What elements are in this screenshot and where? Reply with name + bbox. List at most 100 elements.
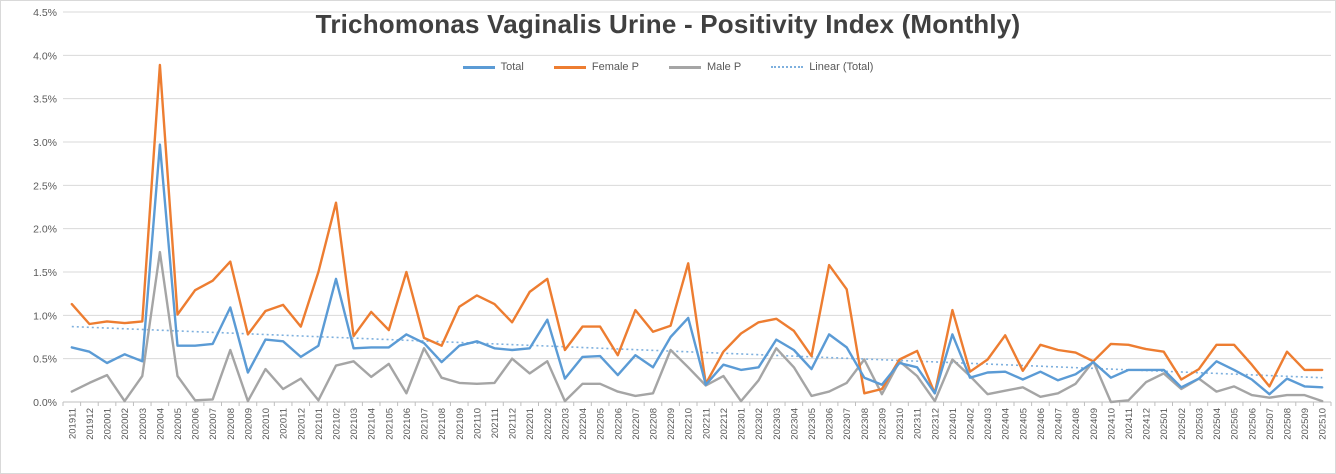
x-tick-label: 202211: [701, 408, 712, 439]
chart-legend: Total Female P Male P Linear (Total): [1, 61, 1335, 73]
chart-title: Trichomonas Vaginalis Urine - Positivity…: [315, 9, 1021, 39]
x-axis-labels: 201911 201912 202001 202002 202003 202004 2020…: [67, 408, 1328, 440]
series-line-female-p[interactable]: [70, 63, 1324, 395]
x-tick-label: 202201: [525, 408, 536, 440]
x-tick-label: 202209: [666, 408, 677, 440]
x-tick-label: 202405: [1018, 408, 1029, 440]
x-tick-label: 202102: [331, 408, 342, 440]
legend-label-male-p: Male P: [706, 61, 742, 73]
x-tick-label: 202207: [631, 408, 642, 440]
x-tick-label: 202005: [173, 408, 184, 440]
x-tick-label: 202302: [754, 408, 765, 440]
x-tick-label: 202202: [543, 408, 554, 440]
y-tick-label: 1.5%: [33, 267, 57, 279]
y-tick-label: 2.5%: [33, 180, 57, 192]
x-tick-label: 202109: [455, 408, 466, 440]
x-tick-label: 202110: [472, 408, 483, 439]
legend-item-male-p[interactable]: Male P: [668, 61, 742, 73]
x-tick-label: 202506: [1247, 408, 1258, 440]
x-tick-label: 202404: [1001, 408, 1012, 440]
x-tick-label: 202312: [930, 408, 941, 440]
x-tick-label: 202011: [279, 408, 290, 439]
x-tick-label: 202507: [1265, 408, 1276, 440]
x-tick-label: 202309: [877, 408, 888, 440]
y-tick-label: 2.0%: [33, 224, 57, 236]
x-tick-label: 202105: [384, 408, 395, 440]
y-tick-label: 0.0%: [33, 397, 57, 409]
x-tick-label: 202311: [913, 408, 924, 439]
x-tick-label: 202410: [1106, 408, 1117, 440]
x-tick-label: 202012: [296, 408, 307, 440]
x-tick-label: 202104: [367, 408, 378, 440]
legend-label-total: Total: [500, 61, 524, 73]
x-tick-label: 202502: [1177, 408, 1188, 440]
x-tick-label: 202101: [314, 408, 325, 440]
y-tick-label: 3.5%: [33, 94, 57, 106]
x-tick-label: 202301: [737, 408, 748, 440]
legend-item-linear-total[interactable]: Linear (Total): [771, 61, 873, 73]
x-tick-label: 202308: [860, 408, 871, 440]
x-tick-label: 202503: [1194, 408, 1205, 440]
x-tick-label: 202505: [1230, 408, 1241, 440]
x-tick-label: 202009: [243, 408, 254, 440]
x-tick-label: 202210: [684, 408, 695, 440]
linear-total-line-swatch-icon: [771, 66, 804, 68]
x-tick-label: 202408: [1071, 408, 1082, 440]
x-tick-label: 202409: [1089, 408, 1100, 440]
x-tick-label: 202510: [1318, 408, 1329, 440]
x-tick-label: 202208: [648, 408, 659, 440]
x-tick-label: 202304: [789, 408, 800, 440]
legend-label-linear-total: Linear (Total): [809, 61, 874, 73]
x-tick-label: 202004: [155, 408, 166, 440]
x-tick-label: 202205: [596, 408, 607, 440]
x-tick-label: 201911: [67, 408, 78, 439]
x-tick-label: 202501: [1159, 408, 1170, 440]
x-tick-label: 202002: [120, 408, 131, 440]
total-line-swatch-icon: [462, 65, 495, 69]
x-tick-label: 202103: [349, 408, 360, 440]
y-tick-label: 0.5%: [33, 354, 57, 366]
x-tick-label: 202107: [420, 408, 431, 440]
y-tick-label: 1.0%: [33, 310, 57, 322]
x-tick-label: 202003: [138, 408, 149, 440]
y-tick-label: 4.5%: [33, 7, 57, 19]
gridlines: [63, 11, 1331, 403]
legend-item-female-p[interactable]: Female P: [553, 61, 639, 73]
x-tick-label: 202204: [578, 408, 589, 440]
series-line-total[interactable]: [70, 143, 1324, 396]
x-tick-label: 202307: [842, 408, 853, 440]
x-tick-label: 202508: [1282, 408, 1293, 440]
x-tick-label: 202407: [1054, 408, 1065, 440]
y-tick-label: 3.0%: [33, 137, 57, 149]
x-tick-label: 202412: [1142, 408, 1153, 440]
x-tick-label: 202310: [895, 408, 906, 440]
x-tick-label: 202001: [103, 408, 114, 440]
x-tick-label: 202402: [965, 408, 976, 440]
x-tick-label: 202305: [807, 408, 818, 440]
x-tick-label: 202303: [772, 408, 783, 440]
x-tick-label: 202007: [208, 408, 219, 440]
legend-item-total[interactable]: Total: [462, 61, 524, 73]
x-tick-label: 202206: [613, 408, 624, 440]
x-tick-label: 202504: [1212, 408, 1223, 440]
legend-label-female-p: Female P: [591, 61, 639, 73]
x-tick-label: 201912: [85, 408, 96, 440]
x-tick-label: 202108: [437, 408, 448, 440]
x-tick-label: 202401: [948, 408, 959, 440]
x-tick-label: 202008: [226, 408, 237, 440]
x-tick-label: 202112: [508, 408, 519, 439]
x-tick-label: 202006: [191, 408, 202, 440]
male-p-line-swatch-icon: [668, 65, 701, 69]
female-p-line-swatch-icon: [553, 65, 586, 69]
x-tick-label: 202106: [402, 408, 413, 440]
series-line-male-p[interactable]: [70, 250, 1324, 404]
x-axis: [62, 401, 1332, 406]
x-tick-label: 202010: [261, 408, 272, 440]
x-tick-label: 202111: [490, 408, 501, 438]
x-tick-label: 202406: [1036, 408, 1047, 440]
x-tick-label: 202509: [1300, 408, 1311, 440]
y-axis-labels: 0.0% 0.5% 1.0% 1.5% 2.0% 2.5% 3.0% 3.5% 4.0% 4.5%: [33, 7, 57, 409]
x-tick-label: 202306: [825, 408, 836, 440]
